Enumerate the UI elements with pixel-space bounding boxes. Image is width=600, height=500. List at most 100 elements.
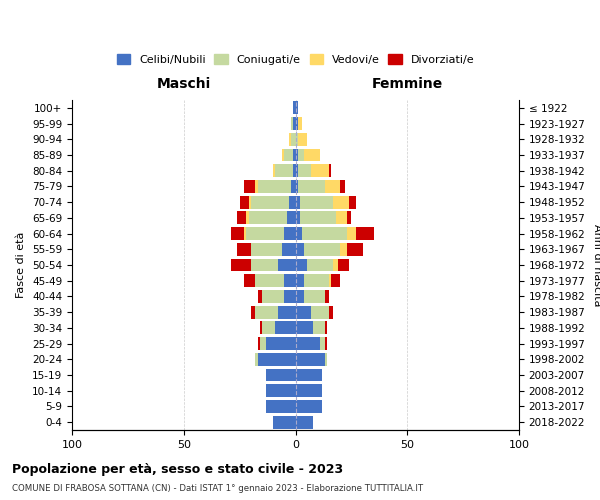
Bar [329, 274, 331, 287]
Bar [247, 212, 248, 224]
Bar [244, 274, 255, 287]
Bar [282, 243, 296, 256]
Bar [248, 196, 251, 208]
Bar [230, 258, 251, 272]
Bar [300, 196, 334, 208]
Bar [347, 243, 362, 256]
Bar [304, 243, 340, 256]
Bar [266, 400, 296, 413]
Bar [251, 306, 255, 318]
Bar [296, 133, 298, 145]
Bar [296, 148, 298, 162]
Bar [320, 337, 325, 350]
Bar [275, 164, 293, 177]
Bar [255, 274, 284, 287]
Bar [329, 306, 334, 318]
Bar [287, 212, 296, 224]
Text: Maschi: Maschi [157, 76, 211, 90]
Bar [302, 227, 347, 240]
Bar [257, 337, 260, 350]
Bar [257, 180, 291, 193]
Bar [296, 180, 298, 193]
Bar [304, 274, 329, 287]
Bar [238, 243, 251, 256]
Bar [296, 400, 322, 413]
Bar [284, 290, 296, 303]
Bar [296, 164, 298, 177]
Bar [284, 148, 293, 162]
Bar [296, 353, 325, 366]
Bar [347, 227, 356, 240]
Bar [291, 117, 293, 130]
Bar [298, 133, 307, 145]
Bar [266, 337, 296, 350]
Bar [257, 353, 296, 366]
Bar [293, 164, 296, 177]
Bar [298, 180, 325, 193]
Bar [300, 212, 336, 224]
Bar [334, 258, 338, 272]
Bar [239, 196, 248, 208]
Bar [340, 243, 347, 256]
Bar [334, 196, 349, 208]
Bar [251, 196, 289, 208]
Bar [356, 227, 374, 240]
Bar [325, 180, 340, 193]
Bar [273, 164, 275, 177]
Bar [296, 227, 302, 240]
Bar [282, 148, 284, 162]
Bar [304, 290, 325, 303]
Bar [266, 384, 296, 397]
Bar [251, 258, 278, 272]
Bar [331, 274, 340, 287]
Bar [273, 416, 296, 428]
Bar [296, 306, 311, 318]
Bar [289, 133, 291, 145]
Bar [275, 322, 296, 334]
Bar [311, 164, 329, 177]
Bar [296, 384, 322, 397]
Legend: Celibi/Nubili, Coniugati/e, Vedovi/e, Divorziati/e: Celibi/Nubili, Coniugati/e, Vedovi/e, Di… [112, 50, 479, 69]
Bar [349, 196, 356, 208]
Bar [304, 148, 320, 162]
Bar [230, 227, 244, 240]
Text: Femmine: Femmine [371, 76, 443, 90]
Bar [278, 258, 296, 272]
Bar [296, 290, 304, 303]
Y-axis label: Anni di nascita: Anni di nascita [592, 224, 600, 306]
Text: Popolazione per età, sesso e stato civile - 2023: Popolazione per età, sesso e stato civil… [12, 462, 343, 475]
Bar [255, 306, 278, 318]
Bar [298, 164, 311, 177]
Bar [296, 274, 304, 287]
Bar [313, 322, 325, 334]
Bar [296, 322, 313, 334]
Bar [298, 117, 302, 130]
Bar [284, 274, 296, 287]
Bar [296, 196, 300, 208]
Bar [307, 258, 334, 272]
Bar [338, 258, 349, 272]
Bar [278, 306, 296, 318]
Bar [255, 180, 257, 193]
Bar [296, 117, 298, 130]
Bar [289, 196, 296, 208]
Bar [293, 117, 296, 130]
Bar [296, 337, 320, 350]
Bar [244, 180, 255, 193]
Bar [291, 180, 296, 193]
Y-axis label: Fasce di età: Fasce di età [16, 232, 26, 298]
Bar [325, 322, 327, 334]
Bar [293, 102, 296, 114]
Bar [266, 368, 296, 382]
Bar [260, 322, 262, 334]
Bar [329, 164, 331, 177]
Bar [296, 243, 304, 256]
Bar [238, 212, 247, 224]
Bar [296, 258, 307, 272]
Bar [336, 212, 347, 224]
Bar [262, 290, 284, 303]
Bar [248, 212, 287, 224]
Bar [347, 212, 352, 224]
Bar [255, 353, 257, 366]
Bar [298, 148, 304, 162]
